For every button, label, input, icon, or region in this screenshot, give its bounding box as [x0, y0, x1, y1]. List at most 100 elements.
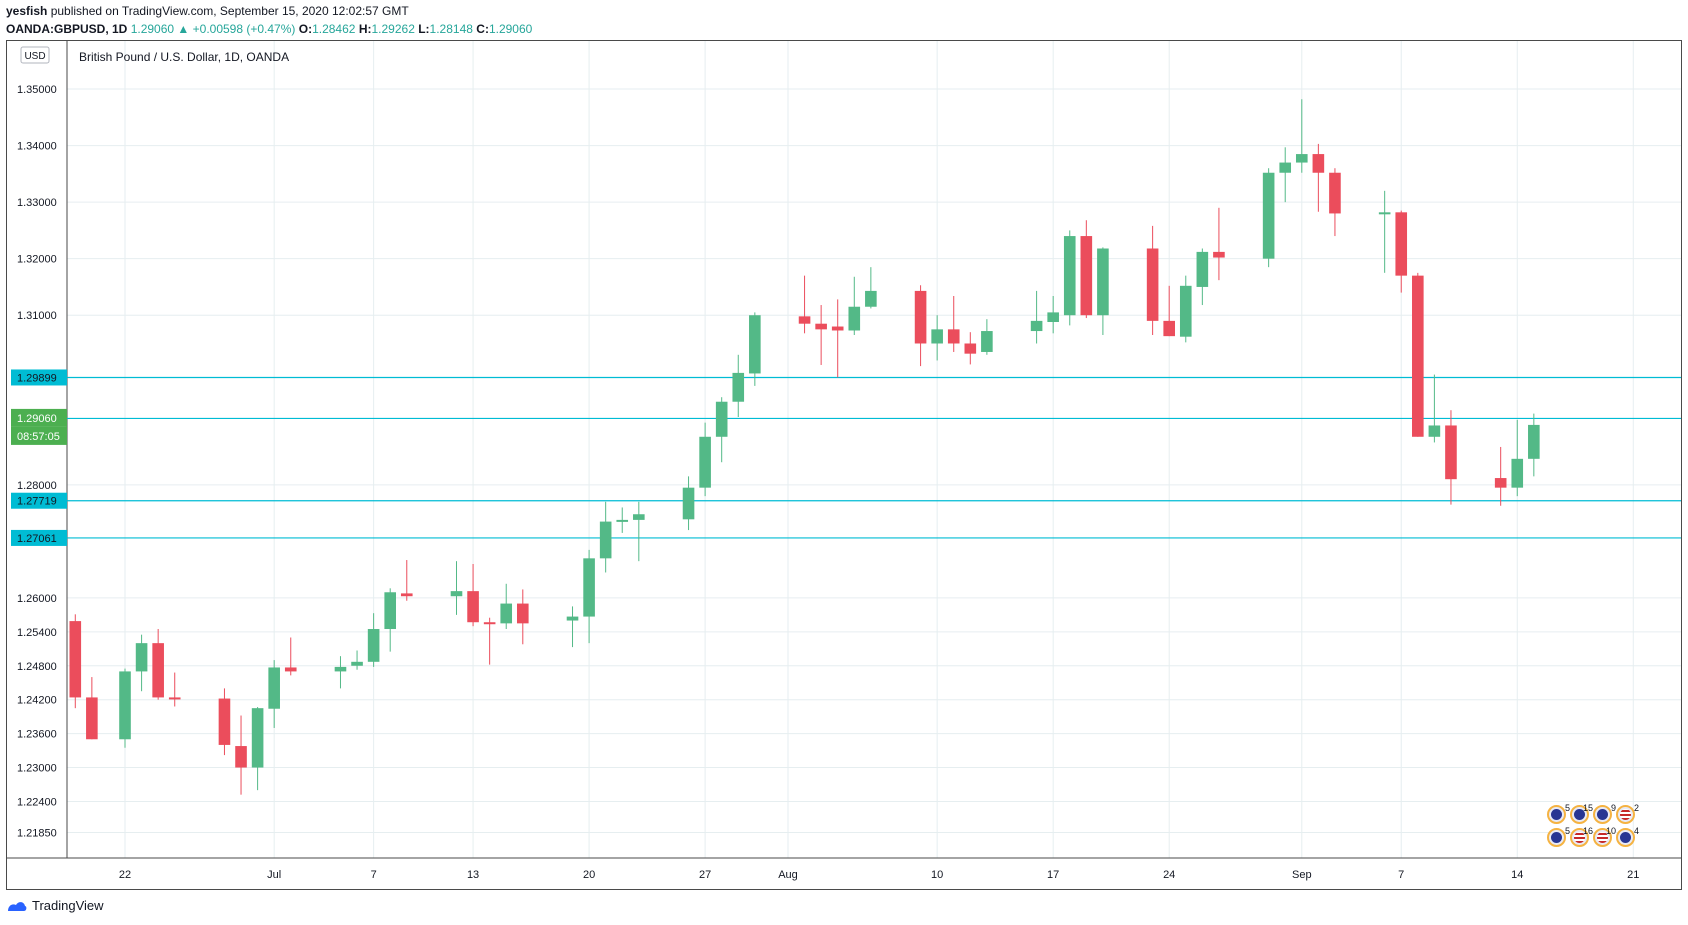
candle-down: [483, 622, 496, 625]
high-value: 1.29262: [371, 22, 415, 36]
candle-up: [1528, 424, 1540, 459]
candle-up: [251, 708, 264, 768]
x-tick-label: 22: [119, 869, 131, 881]
event-count: 16: [1582, 826, 1593, 836]
candle-up: [1378, 212, 1391, 215]
candle-up: [334, 666, 347, 672]
chart-area[interactable]: 22 Jul 7 13 20 27 Aug 10 17 24 Sep 7 14 21 1.35000 1.34…: [6, 40, 1682, 890]
event-flag-icon[interactable]: 2: [1616, 803, 1639, 824]
candle-up: [865, 290, 877, 307]
chart-header: yesfish published on TradingView.com, Se…: [6, 2, 1682, 38]
x-tick-label: 7: [1398, 869, 1404, 881]
candle-down: [914, 290, 927, 344]
x-tick-label: Sep: [1292, 869, 1312, 881]
last-price-tag: [11, 408, 67, 427]
level-price-tag: [11, 529, 67, 546]
x-tick-label: 20: [583, 869, 595, 881]
candle-up: [450, 591, 463, 597]
candle-down: [467, 591, 479, 623]
symbol-ohlc-line: OANDA:GBPUSD, 1D 1.29060 ▲ +0.00598 (+0.…: [6, 20, 1682, 38]
candle-up: [1063, 236, 1076, 316]
y-tick-label: 1.31000: [17, 310, 57, 322]
y-tick-label: 1.34000: [17, 141, 57, 153]
event-flag-icon[interactable]: 5: [1547, 803, 1570, 824]
candle-up: [135, 643, 148, 672]
close-value: 1.29060: [488, 22, 533, 36]
candle-up: [699, 436, 711, 488]
candle-down: [1080, 236, 1093, 316]
countdown-tag: [11, 426, 67, 445]
event-count: 9: [1610, 803, 1616, 813]
close-label: C:: [476, 22, 489, 36]
uk-flag-icon: [1620, 832, 1631, 843]
y-tick-label: 1.24200: [17, 695, 57, 707]
candle-down: [1445, 425, 1457, 480]
candle-down: [86, 697, 98, 740]
event-count: 2: [1633, 803, 1639, 813]
change-value: ▲ +0.00598 (+0.47%): [177, 22, 296, 36]
publish-text: published on TradingView.com, September …: [47, 4, 409, 18]
currency-badge: [20, 46, 50, 64]
candle-up: [1295, 154, 1308, 163]
event-flag-icon[interactable]: 10: [1593, 826, 1616, 847]
candle-down: [815, 323, 827, 330]
candle-up: [351, 661, 363, 666]
y-tick-label: 1.22400: [17, 796, 57, 808]
candlestick-chart[interactable]: 22 Jul 7 13 20 27 Aug 10 17 24 Sep 7 14 211.350001.34…: [7, 41, 1682, 890]
countdown-label: 08:57:05: [17, 431, 60, 443]
y-tick-label: 1.24800: [17, 661, 57, 673]
candle-down: [516, 603, 529, 624]
candle-down: [284, 667, 297, 672]
event-count: 10: [1605, 826, 1616, 836]
event-flag-icon[interactable]: 16: [1570, 826, 1593, 847]
author-name[interactable]: yesfish: [6, 4, 48, 18]
level-price-tag: [11, 492, 67, 509]
candle-down: [1412, 275, 1424, 437]
level-price-label: 1.27719: [17, 496, 57, 508]
x-tick-label: 14: [1511, 869, 1523, 881]
candle-up: [1030, 320, 1043, 332]
candle-up: [599, 521, 612, 559]
tradingview-logo-icon[interactable]: [6, 899, 28, 913]
event-row: 5 15 9 2: [1547, 803, 1639, 824]
event-count: 4: [1633, 826, 1639, 836]
event-count: 15: [1582, 803, 1593, 813]
candle-down: [1312, 154, 1325, 173]
economic-events: 5 15 9 2 5 16 10 4: [1547, 803, 1639, 853]
candle-up: [268, 667, 280, 709]
open-value: 1.28462: [312, 22, 356, 36]
candle-down: [1213, 251, 1225, 258]
chart-title: British Pound / U.S. Dollar, 1D, OANDA: [79, 50, 289, 64]
event-flag-icon[interactable]: 4: [1616, 826, 1639, 847]
y-tick-label: 1.21850: [17, 828, 57, 840]
y-tick-label: 1.32000: [17, 254, 57, 266]
high-label: H:: [358, 22, 372, 36]
candle-up: [1279, 162, 1292, 173]
y-tick-label: 1.26000: [17, 593, 57, 605]
candle-down: [1395, 212, 1408, 276]
candle-down: [798, 316, 811, 324]
candle-down: [831, 326, 844, 331]
x-tick-label: 21: [1627, 869, 1639, 881]
candle-up: [367, 629, 380, 662]
tradingview-brand[interactable]: TradingView: [32, 898, 104, 913]
event-flag-icon[interactable]: 5: [1547, 826, 1570, 847]
candle-down: [400, 593, 413, 597]
event-flag-icon[interactable]: 15: [1570, 803, 1593, 824]
candle-down: [152, 643, 164, 698]
low-value: 1.28148: [429, 22, 473, 36]
us-flag-icon: [1574, 832, 1585, 843]
candle-up: [749, 315, 761, 374]
x-tick-label: 27: [699, 869, 711, 881]
x-tick-label: 24: [1163, 869, 1175, 881]
candle-down: [218, 698, 231, 745]
candle-down: [168, 697, 181, 700]
symbol-label: OANDA:GBPUSD, 1D: [6, 22, 128, 36]
candle-up: [848, 306, 861, 331]
event-flag-icon[interactable]: 9: [1593, 803, 1616, 824]
candle-down: [1494, 478, 1507, 488]
y-tick-label: 1.35000: [17, 84, 57, 96]
us-flag-icon: [1620, 809, 1631, 820]
candle-up: [583, 558, 595, 617]
uk-flag-icon: [1551, 832, 1562, 843]
